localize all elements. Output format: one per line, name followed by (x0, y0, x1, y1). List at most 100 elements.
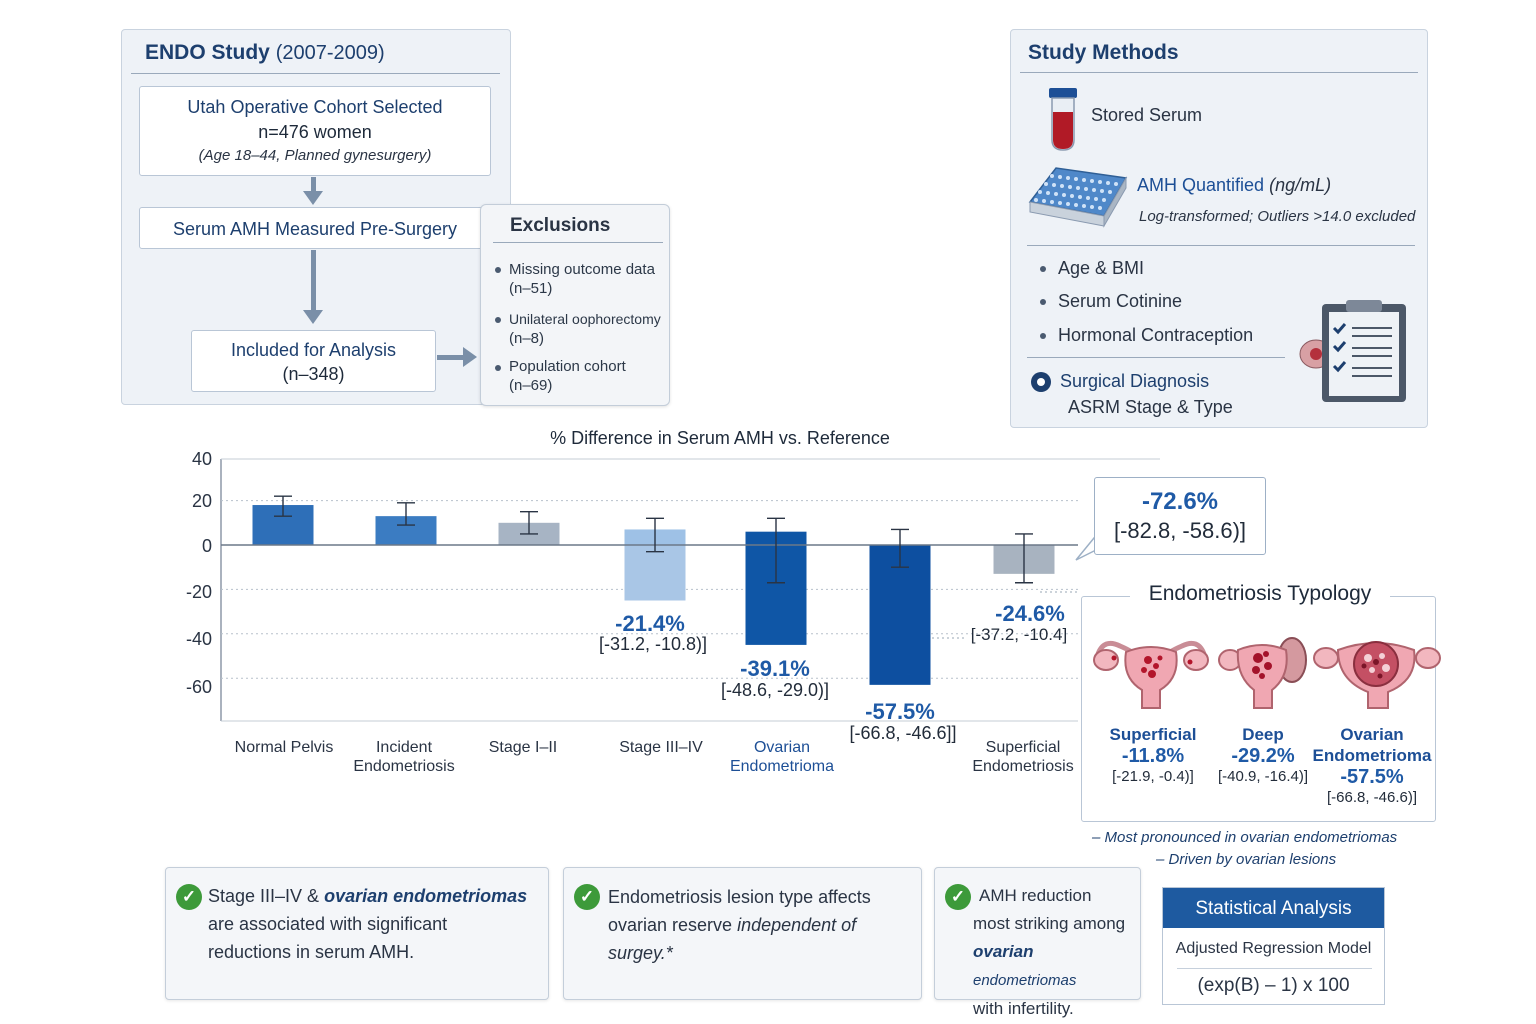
typology-title: Endometriosis Typology (1130, 582, 1390, 606)
annotation-ci: [-37.2, -10.4] (970, 625, 1068, 644)
y-tick-label: 20 (191, 491, 212, 511)
bar (624, 545, 686, 601)
finding-3-line1: AMH reduction (979, 886, 1092, 905)
typology-superficial: Superficial -11.8% [-21.9, -0.4)] (1093, 724, 1213, 785)
finding-3-emph-bold: ovarian (973, 942, 1034, 961)
exclusion-bullet-3 (495, 365, 501, 371)
x-category-label: Stage III–IV (619, 739, 703, 756)
typology-name: Deep (1242, 725, 1284, 744)
typology-deep: Deep -29.2% [-40.9, -16.4)] (1203, 724, 1323, 785)
exclusion-n-1: (n–51) (509, 280, 553, 297)
endo-study-rule (131, 73, 500, 74)
finding-text-3: AMH reduction most striking among ovaria… (973, 882, 1141, 1023)
finding-2-emph: independent of surgey.* (608, 915, 857, 963)
finding-card-1: ✓ Stage III–IV & ovarian endometriomas a… (165, 867, 549, 1000)
covariate-bullet-1 (1040, 266, 1046, 272)
x-category-label: Incident Endometriosis (353, 739, 455, 775)
y-tick-label: -20 (185, 582, 212, 602)
covariate-2: Serum Cotinine (1058, 291, 1183, 311)
typology-name: Superficial (1109, 725, 1197, 744)
radio-selected-icon (1031, 372, 1051, 392)
statistical-analysis-box: Statistical Analysis Adjusted Regression… (1162, 887, 1385, 1005)
exclusion-item-3: Population cohort (n–69) (509, 357, 626, 395)
study-methods-title: Study Methods (1028, 41, 1179, 64)
finding-3-line2: most striking among (973, 914, 1126, 933)
check-icon: ✓ (574, 884, 600, 910)
finding-text-1: Stage III–IV & ovarian endometriomas are… (208, 882, 548, 966)
methods-rule-top (1020, 72, 1418, 73)
included-n: (n–348) (282, 364, 345, 384)
callout-ci: [-82.8, -58.6)] (1113, 518, 1247, 543)
typology-name: Ovarian Endometrioma (1312, 725, 1432, 765)
exclusion-label-3: Population cohort (509, 358, 626, 375)
finding-3-emph-italic: endometriomas (973, 972, 1077, 989)
finding-2-pre: ovarian reserve (608, 915, 733, 935)
y-tick-label: 0 (201, 536, 212, 556)
flow-arrow-3 (437, 347, 477, 367)
typology-ci: [-66.8, -46.6)] (1326, 789, 1418, 806)
exclusions-rule (493, 242, 663, 243)
exclusion-item-1: Missing outcome data (n–51) (509, 260, 655, 298)
uterus-ovarian-icon (1313, 641, 1441, 709)
blood-tube-icon (1049, 88, 1077, 151)
y-tick-label: -40 (185, 629, 212, 649)
endo-study-title: ENDO Study (2007-2009) (145, 41, 385, 65)
exclusion-label-1: Missing outcome data (509, 261, 655, 278)
bar (869, 545, 931, 685)
stored-serum-label: Stored Serum (1091, 105, 1203, 125)
annotation-ci: [-66.8, -46.6]] (849, 723, 957, 743)
finding-card-2: ✓ Endometriosis lesion type affects ovar… (563, 867, 922, 1000)
callout-box: -72.6% [-82.8, -58.6)] (1094, 477, 1266, 555)
cohort-box: Utah Operative Cohort Selected n=476 wom… (139, 86, 491, 176)
typology-value: -29.2% (1231, 745, 1295, 767)
clipboard-checklist-icon (1299, 300, 1406, 402)
x-category-label-highlighted: Ovarian Endometrioma (729, 739, 835, 775)
finding-1-line2: are associated with significant (208, 914, 448, 934)
y-tick-label: 40 (191, 449, 212, 469)
regression-model: Adjusted Regression Model (1175, 940, 1372, 957)
serum-label: Serum AMH Measured Pre-Surgery (172, 219, 458, 239)
finding-1-pre: Stage III–IV & (208, 886, 320, 906)
chart-title: % Difference in Serum AMH vs. Reference (550, 428, 890, 448)
typology-ovarian: Ovarian Endometrioma -57.5% [-66.8, -46.… (1311, 724, 1433, 806)
diagnosis-sub: ASRM Stage & Type (1068, 397, 1233, 417)
stat-rule (1177, 968, 1372, 969)
cohort-title: Utah Operative Cohort Selected (187, 97, 443, 117)
typology-ci: [-21.9, -0.4)] (1112, 768, 1194, 785)
exclusions-box: Exclusions Missing outcome data (n–51) U… (480, 204, 670, 406)
assay-plate-icon (1028, 167, 1128, 228)
methods-rule-mid (1027, 245, 1415, 246)
covariate-1: Age & BMI (1058, 258, 1145, 278)
exclusion-label-2: Unilateral oophorectomy (509, 311, 661, 327)
amh-quantified-label: AMH Quantified (1137, 175, 1265, 195)
typology-value: -57.5% (1340, 766, 1404, 788)
amh-note: Log-transformed; Outliers >14.0 excluded (1139, 208, 1416, 225)
typology-value: -11.8% (1121, 745, 1185, 767)
typology-note-1: – Most pronounced in ovarian endometriom… (1092, 829, 1398, 846)
x-category-label: Normal Pelvis (234, 739, 334, 756)
diagnosis-title: Surgical Diagnosis (1060, 371, 1210, 391)
exclusion-n-2: (n–8) (509, 330, 545, 347)
study-name: ENDO Study (145, 41, 270, 64)
cohort-note: (Age 18–44, Planned gynesurgery) (198, 147, 432, 164)
annotation-value: -24.6% (995, 601, 1065, 626)
exclusion-item-2: Unilateral oophorectomy (n–8) (509, 310, 661, 348)
callout-value: -72.6% (1141, 488, 1219, 515)
flow-arrow-2 (303, 250, 323, 324)
methods-rule-bottom (1027, 357, 1285, 358)
covariate-bullet-3 (1040, 333, 1046, 339)
finding-card-3: ✓ AMH reduction most striking among ovar… (934, 867, 1141, 1018)
amh-unit: (ng/mL) (1269, 175, 1332, 195)
annotation-value: -21.4% (615, 611, 685, 636)
study-years: (2007-2009) (275, 42, 385, 64)
cohort-n: n=476 women (258, 122, 372, 142)
finding-text-2: Endometriosis lesion type affects ovaria… (608, 883, 920, 967)
finding-1-emph: ovarian endometriomas (324, 886, 528, 906)
finding-3-line4: with infertility. (973, 999, 1074, 1018)
statistical-analysis-title: Statistical Analysis (1163, 888, 1384, 928)
finding-1-line3: reductions in serum AMH. (208, 942, 415, 962)
exclusion-n-3: (n–69) (509, 377, 553, 394)
flow-arrow-1 (303, 177, 323, 205)
uterus-deep-icon (1218, 637, 1307, 709)
